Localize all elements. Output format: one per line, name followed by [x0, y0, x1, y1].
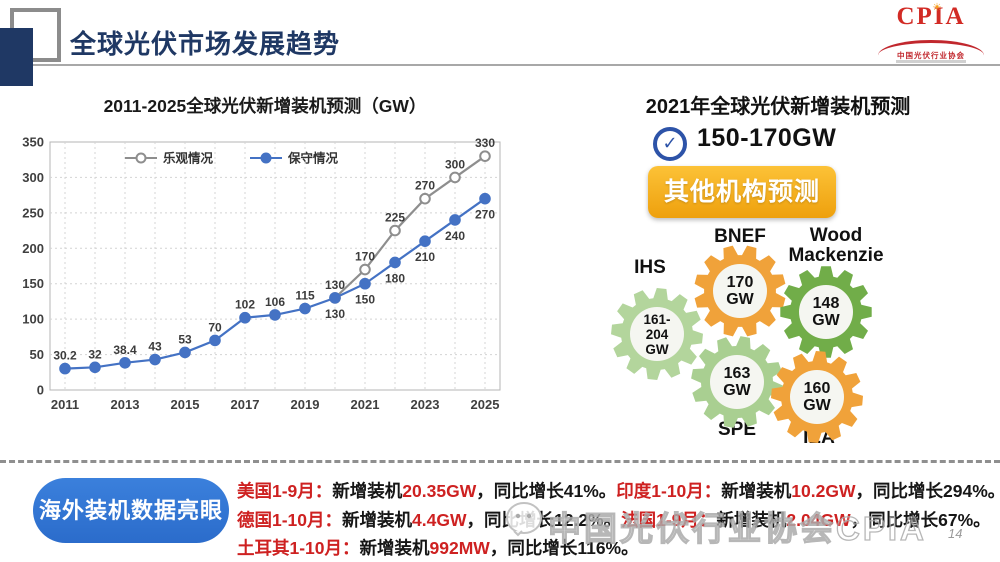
gear-value-ihs: 161- 204 GW: [643, 311, 671, 357]
cpia-logo-english-line: [896, 60, 966, 63]
svg-text:250: 250: [22, 205, 44, 220]
highlight-value: 土耳其1-10月：: [237, 538, 360, 558]
svg-text:300: 300: [445, 157, 465, 171]
watermark-bubble-icon: [506, 502, 542, 537]
gear-woodmac: 148 GW: [778, 264, 874, 360]
gear-value-bnef: 170 GW: [726, 274, 754, 308]
highlight-text: ，同比增长67%。: [850, 509, 991, 530]
cpia-logo: ☀ CPIA 中国光伏行业协会: [872, 2, 990, 63]
gear-bnef: 170 GW: [692, 243, 788, 339]
svg-text:32: 32: [88, 347, 102, 361]
svg-text:2019: 2019: [291, 397, 320, 412]
gear-value-iea: 160 GW: [803, 380, 831, 414]
svg-text:330: 330: [475, 136, 495, 150]
highlight-value: 4.4GW: [412, 509, 467, 530]
highlight-line: 土耳其1-10月：新增装机992MW，同比增长116%。: [237, 534, 982, 562]
highlight-text: 新增装机: [716, 509, 787, 530]
svg-text:300: 300: [22, 170, 44, 185]
highlight-line: 美国1-9月：新增装机20.35GW，同比增长41%。印度1-10月：新增装机1…: [237, 477, 1000, 506]
svg-text:200: 200: [22, 241, 44, 256]
svg-text:2015: 2015: [171, 397, 200, 412]
svg-text:2021: 2021: [351, 397, 380, 412]
svg-text:2011: 2011: [51, 397, 79, 412]
highlight-text: 新增装机: [332, 481, 403, 501]
highlight-text: 新增装机: [342, 509, 413, 530]
forecast-title: 2021年全球光伏新增装机预测: [645, 96, 911, 118]
header-divider: [33, 64, 1000, 66]
highlight-value: 美国1-9月：: [237, 481, 333, 501]
svg-text:2013: 2013: [111, 397, 140, 412]
gear-value-woodmac: 148 GW: [812, 295, 840, 329]
highlight-value: 10.2GW: [791, 481, 856, 501]
svg-text:43: 43: [148, 340, 162, 354]
gear-spe: 163 GW: [689, 334, 785, 430]
gear-value-spe: 163 GW: [723, 365, 751, 399]
svg-text:2023: 2023: [411, 397, 440, 412]
svg-text:保守情况: 保守情况: [287, 151, 339, 166]
svg-text:150: 150: [355, 293, 375, 307]
gear-iea: 160 GW: [769, 349, 865, 445]
cpia-logo-subtext: 中国光伏行业协会: [897, 51, 965, 60]
agency-label-ihs: IHS: [634, 257, 666, 278]
svg-text:2025: 2025: [471, 397, 500, 412]
installation-forecast-line-chart: 0 50 100 150 200 250 300 350 2011 2013 2015 2017 201…: [22, 135, 501, 412]
gear-ihs: 161- 204 GW: [609, 286, 705, 382]
highlight-value: 20.35GW: [402, 481, 477, 501]
svg-text:350: 350: [22, 135, 44, 150]
svg-text:225: 225: [385, 211, 405, 225]
svg-text:70: 70: [208, 320, 222, 334]
svg-text:0: 0: [37, 383, 44, 398]
svg-text:2017: 2017: [231, 397, 260, 412]
svg-text:270: 270: [415, 179, 435, 193]
highlight-text: ，同比增长12.2%。: [466, 509, 622, 530]
agency-label-bnef: BNEF: [714, 226, 766, 247]
svg-text:102: 102: [235, 298, 255, 312]
highlight-text: ，同比增长41%。: [476, 481, 617, 501]
highlight-value: 2.04GW: [786, 509, 851, 530]
svg-text:240: 240: [445, 229, 465, 243]
forecast-range-value: 150-170GW: [697, 124, 837, 152]
highlight-value: 992MW: [429, 538, 490, 558]
cpia-logo-text: CPIA: [896, 3, 966, 30]
svg-text:130: 130: [325, 307, 345, 321]
decor-square-solid: [0, 28, 33, 86]
svg-text:180: 180: [385, 271, 405, 285]
svg-text:30.2: 30.2: [53, 349, 77, 363]
chart-title: 2011-2025全球光伏新增装机预测（GW）: [103, 96, 427, 116]
svg-text:106: 106: [265, 295, 285, 309]
svg-text:210: 210: [415, 250, 435, 264]
other-agencies-button: 其他机构预测: [648, 166, 836, 218]
svg-text:100: 100: [22, 312, 44, 327]
dashed-divider: [0, 460, 1000, 463]
sun-icon: ☀: [932, 2, 942, 14]
svg-text:270: 270: [475, 208, 495, 222]
highlight-value: 法国1-9月：: [621, 509, 717, 530]
cpia-logo-arc: [878, 40, 984, 57]
svg-text:38.4: 38.4: [113, 343, 137, 357]
page-number: 14: [948, 526, 963, 541]
highlight-text: ，同比增长116%。: [489, 538, 639, 558]
highlight-value: 德国1-10月：: [237, 509, 343, 530]
svg-text:130: 130: [325, 278, 345, 292]
highlight-text: 新增装机: [359, 538, 430, 558]
svg-text:乐观情况: 乐观情况: [163, 151, 214, 166]
watermark-text: 中国光伏行业协会CPIA: [547, 509, 927, 547]
svg-text:50: 50: [30, 347, 44, 362]
highlight-text: ，同比增长294%。: [855, 481, 1000, 501]
overseas-data-text: 美国1-9月：新增装机20.35GW，同比增长41%。印度1-10月：新增装机1…: [237, 477, 1000, 562]
overseas-data-badge: 海外装机数据亮眼: [33, 478, 229, 543]
highlight-value: 印度1-10月：: [616, 481, 722, 501]
highlight-line: 德国1-10月：新增装机4.4GW，同比增长12.2%。法国1-9月：新增装机2…: [237, 506, 991, 535]
check-circle-icon: ✓: [653, 127, 687, 161]
highlight-text: 新增装机: [721, 481, 792, 501]
svg-text:115: 115: [295, 289, 315, 303]
svg-text:170: 170: [355, 250, 375, 264]
agency-label-woodmac: Wood Mackenzie: [788, 225, 884, 266]
page-title: 全球光伏市场发展趋势: [70, 29, 341, 59]
svg-text:150: 150: [22, 276, 44, 291]
svg-text:53: 53: [178, 332, 192, 346]
